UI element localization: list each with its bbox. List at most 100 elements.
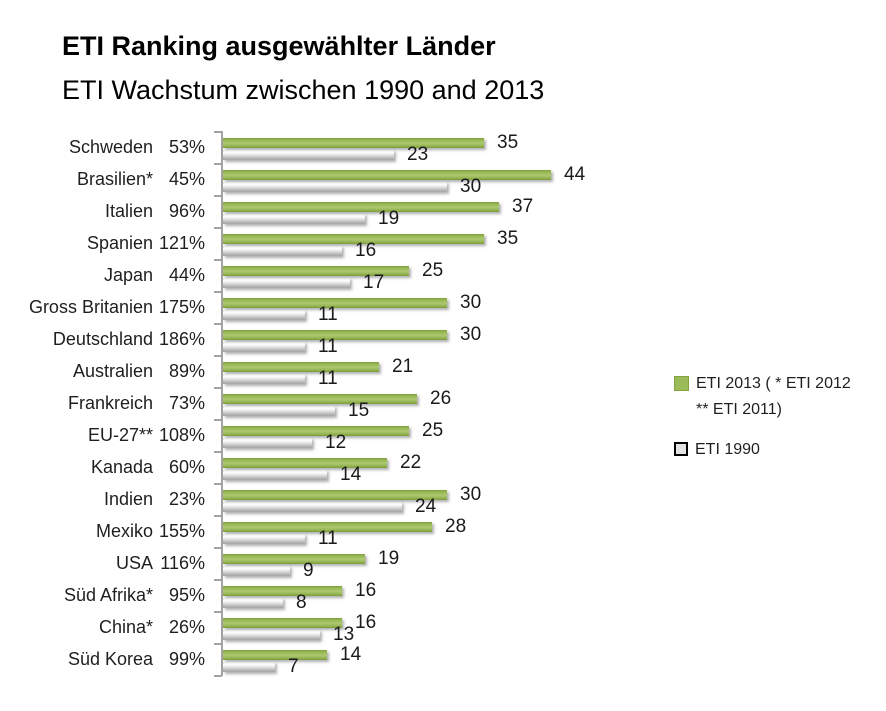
tick-mark: [214, 643, 222, 645]
chart-legend: ETI 2013 ( * ETI 2012 ** ETI 2011) ETI 1…: [674, 371, 859, 463]
tick-mark: [214, 483, 222, 485]
data-label-eti-2013: 26: [430, 388, 452, 409]
legend-swatch-eti-2013-icon: [674, 376, 689, 391]
category-growth-label: 108%: [158, 424, 205, 445]
data-label-eti-2013: 35: [497, 132, 519, 153]
bar-eti-1990: [223, 374, 305, 384]
tick-mark: [214, 355, 222, 357]
category-label: Mexiko 155%: [0, 515, 205, 547]
legend-item-eti-1990: ETI 1990: [674, 437, 859, 463]
data-label-eti-1990: 11: [318, 528, 338, 549]
bar-eti-2013: [223, 522, 432, 532]
category-label: Spanien 121%: [0, 227, 205, 259]
data-label-eti-2013: 30: [460, 324, 482, 345]
data-label-eti-1990: 11: [318, 336, 338, 357]
category-row: EU-27** 108% 25 12: [0, 419, 886, 453]
bar-eti-2013: [223, 394, 417, 404]
data-label-eti-2013: 35: [497, 228, 519, 249]
category-row: Schweden 53% 35 23: [0, 131, 886, 165]
data-label-eti-1990: 30: [460, 176, 482, 197]
legend-label-eti-2013: ETI 2013 ( * ETI 2012 ** ETI 2011): [696, 375, 851, 418]
category-row: China* 26% 16 13: [0, 611, 886, 645]
category-growth-label: 23%: [168, 488, 205, 509]
category-label: Indien 23%: [0, 483, 205, 515]
bar-eti-1990: [223, 470, 327, 480]
category-name: Spanien: [86, 232, 153, 253]
bar-eti-2013: [223, 170, 551, 180]
bar-eti-2013: [223, 138, 484, 148]
bar-eti-2013: [223, 554, 365, 564]
tick-mark: [214, 451, 222, 453]
category-label: Schweden 53%: [0, 131, 205, 163]
category-name: Süd Korea: [67, 648, 153, 669]
bar-eti-1990: [223, 406, 335, 416]
category-row: Mexiko 155% 28 11: [0, 515, 886, 549]
data-label-eti-2013: 25: [422, 260, 444, 281]
data-label-eti-1990: 13: [333, 624, 355, 645]
tick-mark: [214, 323, 222, 325]
category-row: Spanien 121% 35 16: [0, 227, 886, 261]
category-growth-label: 121%: [158, 232, 205, 253]
category-name: Japan: [103, 264, 153, 285]
tick-mark: [214, 131, 222, 133]
category-label: Deutschland 186%: [0, 323, 205, 355]
data-label-eti-2013: 30: [460, 292, 482, 313]
bar-eti-2013: [223, 330, 447, 340]
tick-mark: [214, 387, 222, 389]
category-label: Brasilien* 45%: [0, 163, 205, 195]
category-label: Gross Britanien 175%: [0, 291, 205, 323]
data-label-eti-2013: 25: [422, 420, 444, 441]
category-axis-line: [221, 131, 223, 676]
category-label: EU-27** 108%: [0, 419, 205, 451]
data-label-eti-2013: 16: [355, 580, 377, 601]
data-label-eti-2013: 44: [564, 164, 586, 185]
bar-eti-2013: [223, 362, 379, 372]
category-row: Brasilien* 45% 44 30: [0, 163, 886, 197]
data-label-eti-1990: 7: [288, 656, 299, 677]
category-label: Australien 89%: [0, 355, 205, 387]
tick-mark: [214, 291, 222, 293]
category-label: Japan 44%: [0, 259, 205, 291]
category-growth-label: 175%: [158, 296, 205, 317]
bar-eti-2013: [223, 266, 409, 276]
category-row: Süd Korea 99% 14 7: [0, 643, 886, 677]
tick-mark: [214, 579, 222, 581]
category-label: Süd Afrika* 95%: [0, 579, 205, 611]
data-label-eti-1990: 19: [378, 208, 400, 229]
tick-mark: [214, 515, 222, 517]
bar-eti-1990: [223, 246, 342, 256]
data-label-eti-2013: 14: [340, 644, 362, 665]
category-row: Italien 96% 37 19: [0, 195, 886, 229]
bar-eti-2013: [223, 298, 447, 308]
bar-eti-2013: [223, 490, 447, 500]
category-name: Italien: [104, 200, 153, 221]
data-label-eti-1990: 24: [415, 496, 437, 517]
category-label: Frankreich 73%: [0, 387, 205, 419]
category-row: Japan 44% 25 17: [0, 259, 886, 293]
data-label-eti-1990: 12: [325, 432, 347, 453]
category-growth-label: 45%: [168, 168, 205, 189]
bar-eti-1990: [223, 342, 305, 352]
bar-eti-1990: [223, 662, 275, 672]
data-label-eti-1990: 8: [296, 592, 307, 613]
category-row: Süd Afrika* 95% 16 8: [0, 579, 886, 613]
bar-eti-2013: [223, 426, 409, 436]
tick-mark: [214, 419, 222, 421]
tick-mark: [214, 195, 222, 197]
bar-eti-1990: [223, 598, 283, 608]
bar-eti-2013: [223, 618, 342, 628]
category-label: Italien 96%: [0, 195, 205, 227]
category-growth-label: 53%: [168, 136, 205, 157]
category-growth-label: 73%: [168, 392, 205, 413]
category-name: Deutschland: [52, 328, 153, 349]
bar-eti-1990: [223, 214, 365, 224]
category-row: Frankreich 73% 26 15: [0, 387, 886, 421]
data-label-eti-2013: 37: [512, 196, 534, 217]
data-label-eti-2013: 28: [445, 516, 467, 537]
category-row: Gross Britanien 175% 30 11: [0, 291, 886, 325]
category-growth-label: 155%: [158, 520, 205, 541]
category-name: Australien: [72, 360, 153, 381]
legend-swatch-eti-1990-icon: [674, 442, 688, 456]
category-row: Kanada 60% 22 14: [0, 451, 886, 485]
bar-eti-1990: [223, 182, 447, 192]
